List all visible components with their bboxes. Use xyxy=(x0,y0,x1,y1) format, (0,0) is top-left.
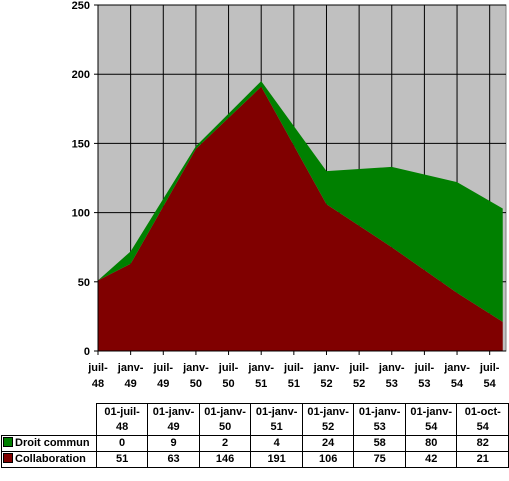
area-series-collaboration xyxy=(98,86,503,351)
table-cell: 21 xyxy=(456,451,509,468)
table-column-header: 01-janv- 51 xyxy=(250,403,303,436)
table-cell: 63 xyxy=(147,451,200,468)
table-column-header: 01-janv- 53 xyxy=(353,403,406,436)
y-tick-label: 100 xyxy=(72,208,90,220)
table-cell: 58 xyxy=(353,435,406,452)
table-cell: 191 xyxy=(250,451,303,468)
y-tick-label: 50 xyxy=(78,277,90,289)
table-cell: 0 xyxy=(95,435,149,452)
table-cell: 106 xyxy=(301,451,355,468)
x-tick-label: juil-54 xyxy=(479,362,500,390)
table-cell: 75 xyxy=(353,451,406,468)
x-tick-label: janv-50 xyxy=(182,362,209,390)
legend-swatch xyxy=(3,453,13,463)
area-chart: 0 50 100 150 200 250 juil-48 janv-49 juil-49 janv… xyxy=(72,0,507,390)
x-tick-label: janv-52 xyxy=(313,362,340,390)
y-tick-label: 250 xyxy=(72,0,90,12)
table-row: Droit commun 0 9 2 4 24 58 80 82 xyxy=(1,435,509,452)
x-tick-label: juil-49 xyxy=(152,362,173,390)
legend-swatch xyxy=(3,437,13,447)
table-cell: 2 xyxy=(198,435,252,452)
table-cell: 80 xyxy=(404,435,458,452)
y-tick-label: 200 xyxy=(72,69,90,81)
legend-label: Droit commun xyxy=(1,435,97,452)
x-tick-label: juil-48 xyxy=(87,362,108,390)
table-header-row: 01-juil- 48 01-janv- 49 01-janv- 50 01-janv- 51… xyxy=(2,403,509,436)
table-column-header: 01-janv- 50 xyxy=(198,403,252,436)
table-column-header: 01-janv- 52 xyxy=(301,403,355,436)
x-tick-label: janv-49 xyxy=(117,362,144,390)
x-tick-label: juil-52 xyxy=(348,362,369,390)
table-column-header: 01-oct- 54 xyxy=(456,403,509,436)
table-column-header: 01-janv- 49 xyxy=(147,403,200,436)
x-tick-label: janv-54 xyxy=(443,362,470,390)
y-tick-label: 0 xyxy=(84,346,90,358)
table-cell: 9 xyxy=(147,435,200,452)
table-cell: 51 xyxy=(95,451,149,468)
table-cell: 42 xyxy=(404,451,458,468)
x-tick-label: janv-51 xyxy=(247,362,274,390)
area-series-droit-commun xyxy=(98,81,503,322)
x-tick-label: janv-53 xyxy=(378,362,405,390)
legend-label: Collaboration xyxy=(1,451,97,468)
y-tick-label: 150 xyxy=(72,138,90,150)
x-tick-label: juil-51 xyxy=(283,362,304,390)
table-cell: 24 xyxy=(301,435,355,452)
table-column-header: 01-janv- 54 xyxy=(404,403,458,436)
table-cell: 82 xyxy=(456,435,509,452)
table-corner xyxy=(2,404,97,436)
x-tick-label: juil-50 xyxy=(218,362,239,390)
data-table: 01-juil- 48 01-janv- 49 01-janv- 50 01-janv- 51… xyxy=(1,403,509,468)
table-cell: 146 xyxy=(198,451,252,468)
table-row: Collaboration 51 63 146 191 106 75 42 21 xyxy=(1,451,509,468)
table-cell: 4 xyxy=(250,435,303,452)
x-tick-label: juil-53 xyxy=(414,362,435,390)
table-column-header: 01-juil- 48 xyxy=(95,403,149,436)
